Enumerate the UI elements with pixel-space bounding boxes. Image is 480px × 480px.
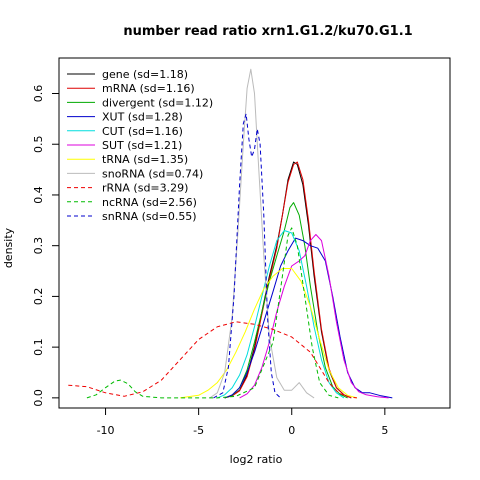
y-tick-label-2: 0.2 [32,288,45,306]
x-tick-label-1: -5 [193,424,204,437]
x-tick-label-0: -10 [97,424,115,437]
y-tick-label-5: 0.5 [32,135,45,153]
chart-title: number read ratio xrn1.G1.2/ku70.G1.1 [123,24,412,39]
x-axis: -10 -5 0 5 [97,408,388,437]
series-line-1 [224,161,352,399]
x-tick-label-3: 5 [381,424,388,437]
legend-label-4: CUT (sd=1.16) [102,125,183,138]
legend-label-10: snRNA (sd=0.55) [102,210,197,223]
legend-label-2: divergent (sd=1.12) [102,96,213,109]
series-line-8 [68,321,357,399]
y-tick-label-0: 0.0 [32,389,45,407]
series-layer [68,68,393,399]
legend-label-0: gene (sd=1.18) [102,68,188,81]
x-tick-label-2: 0 [288,424,295,437]
series-line-7 [209,68,315,399]
y-tick-label-3: 0.3 [32,237,45,255]
legend-label-7: snoRNA (sd=0.74) [102,167,203,180]
legend-label-9: ncRNA (sd=2.56) [102,196,197,209]
legend-label-8: rRNA (sd=3.29) [102,182,188,195]
series-line-5 [239,234,389,399]
legend-label-5: SUT (sd=1.21) [102,139,182,152]
y-tick-label-4: 0.4 [32,186,45,204]
y-axis-label: density [2,227,15,268]
y-tick-label-6: 0.6 [32,85,45,103]
legend-label-1: mRNA (sd=1.16) [102,82,195,95]
legend-label-3: XUT (sd=1.28) [102,111,183,124]
series-line-3 [224,237,393,399]
y-tick-label-1: 0.1 [32,338,45,356]
legend-label-6: tRNA (sd=1.35) [102,153,188,166]
series-line-4 [217,230,345,399]
series-line-6 [179,268,358,399]
plot-frame [58,57,451,409]
series-line-9 [86,227,339,399]
y-axis: 0.0 0.1 0.2 0.3 0.4 0.5 0.6 [32,85,59,407]
legend: gene (sd=1.18)mRNA (sd=1.16)divergent (s… [67,68,213,223]
x-axis-label: log2 ratio [230,453,283,466]
series-line-2 [224,202,348,399]
series-line-10 [213,113,281,399]
